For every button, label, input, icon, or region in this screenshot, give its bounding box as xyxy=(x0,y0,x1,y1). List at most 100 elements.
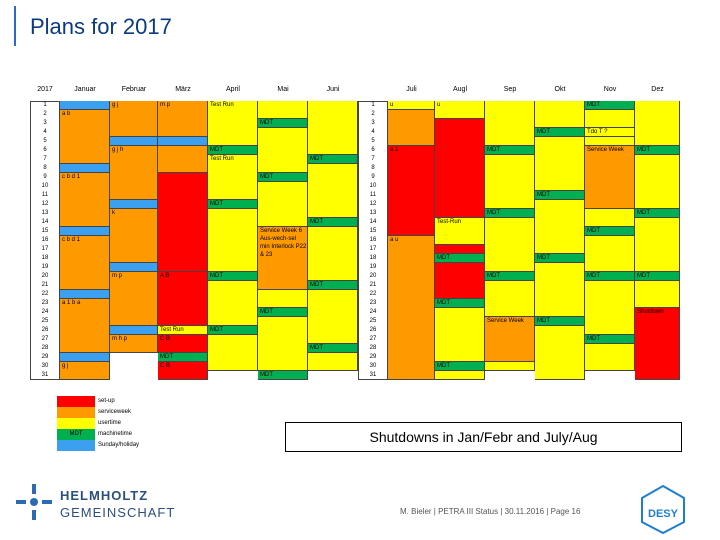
day-run: Test Run xyxy=(208,101,258,146)
day-run: MDT xyxy=(635,272,680,281)
day-run xyxy=(435,371,485,380)
day-run: Test Run xyxy=(158,326,208,335)
day-run: MDT xyxy=(585,227,635,236)
day-run: MDT xyxy=(535,191,585,200)
day-number: 15 xyxy=(41,228,49,234)
day-number: 30 xyxy=(41,363,49,369)
day-run xyxy=(535,326,585,380)
day-run xyxy=(208,209,258,272)
day-number: 25 xyxy=(41,318,49,324)
day-run: MDT xyxy=(435,299,485,308)
day-run xyxy=(635,101,680,146)
month-header: Juni xyxy=(326,86,340,93)
day-number: 16 xyxy=(369,237,377,243)
day-run xyxy=(585,209,635,227)
day-run xyxy=(308,164,358,218)
day-run: Test-Run xyxy=(435,218,485,245)
logo-line1: HELMHOLTZ xyxy=(60,488,149,503)
day-number: 29 xyxy=(369,354,377,360)
day-number: 29 xyxy=(41,354,49,360)
day-number: 12 xyxy=(369,201,377,207)
day-run xyxy=(535,263,585,317)
day-number: 5 xyxy=(371,138,375,144)
day-run xyxy=(258,290,308,308)
day-number: 8 xyxy=(43,165,47,171)
day-number: 30 xyxy=(369,363,377,369)
day-run: k xyxy=(110,209,158,263)
day-run xyxy=(60,353,110,362)
day-run: MDT xyxy=(635,146,680,155)
day-number: 21 xyxy=(41,282,49,288)
day-number: 3 xyxy=(371,120,375,126)
day-number: 31 xyxy=(41,372,49,378)
day-number: 23 xyxy=(369,300,377,306)
day-number: 4 xyxy=(371,129,375,135)
day-run: a u xyxy=(388,236,435,380)
day-number: 1 xyxy=(371,102,375,108)
day-number: 10 xyxy=(369,183,377,189)
day-run: MDT xyxy=(258,119,308,128)
day-run: MDT xyxy=(308,281,358,290)
day-number: 9 xyxy=(371,174,375,180)
title-bar xyxy=(14,6,16,46)
month-header: Nov xyxy=(603,86,617,93)
day-run: m p xyxy=(110,272,158,326)
day-number: 14 xyxy=(41,219,49,225)
month-header: Februar xyxy=(121,86,147,93)
day-run xyxy=(158,173,208,272)
legend-label: serviceweek xyxy=(98,409,132,415)
day-run xyxy=(110,326,158,335)
day-run: m p xyxy=(158,101,208,137)
day-run: MDT xyxy=(485,146,535,155)
day-number: 8 xyxy=(371,165,375,171)
desy-logo: DESY xyxy=(641,484,685,534)
legend-swatch xyxy=(57,440,95,451)
day-run: C B xyxy=(158,362,208,380)
day-run xyxy=(208,281,258,326)
day-run xyxy=(158,137,208,146)
day-run: c b d 1 xyxy=(60,236,110,290)
day-run xyxy=(110,263,158,272)
day-number: 2 xyxy=(371,111,375,117)
day-number: 18 xyxy=(369,255,377,261)
day-number: 11 xyxy=(369,192,377,198)
legend-label: machinetime xyxy=(98,431,133,437)
day-run: MDT xyxy=(258,173,308,182)
day-run xyxy=(535,137,585,191)
month-header: Sep xyxy=(503,86,517,93)
day-run: MDT xyxy=(308,155,358,164)
day-run xyxy=(485,362,535,371)
day-number: 15 xyxy=(369,228,377,234)
day-number: 6 xyxy=(371,147,375,153)
day-number: 26 xyxy=(369,327,377,333)
legend-swatch: MDT xyxy=(57,429,95,440)
day-number: 31 xyxy=(369,372,377,378)
day-number: 24 xyxy=(41,309,49,315)
logo-line2: GEMEINSCHAFT xyxy=(60,505,176,520)
day-run xyxy=(585,281,635,335)
month-header: Mai xyxy=(277,86,289,93)
day-number: 23 xyxy=(41,300,49,306)
day-run: MDT xyxy=(308,218,358,227)
day-number: 1 xyxy=(43,102,47,108)
day-number: 19 xyxy=(41,264,49,270)
day-run: MDT xyxy=(485,272,535,281)
day-number: 11 xyxy=(41,192,49,198)
day-run xyxy=(258,101,308,119)
day-run: g j xyxy=(110,101,158,137)
day-run xyxy=(308,290,358,344)
day-number: 3 xyxy=(43,120,47,126)
day-run xyxy=(485,155,535,209)
month-header: Juli xyxy=(406,86,417,93)
day-run xyxy=(485,101,535,146)
day-run xyxy=(435,308,485,362)
day-run: u xyxy=(435,101,485,119)
day-number: 13 xyxy=(369,210,377,216)
day-number: 7 xyxy=(371,156,375,162)
day-run: MDT xyxy=(535,317,585,326)
day-run: Service Week xyxy=(585,146,635,209)
day-number: 7 xyxy=(43,156,47,162)
month-header: Januar xyxy=(74,86,96,93)
day-run: a b xyxy=(60,110,110,164)
